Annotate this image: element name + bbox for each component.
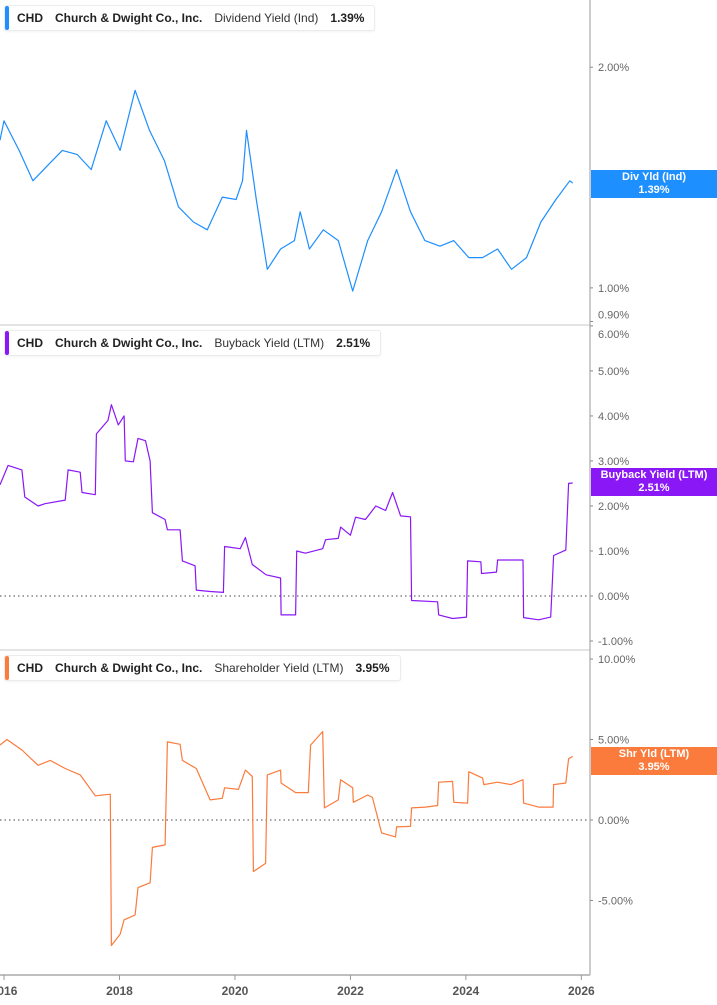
y-tick-label: 6.00% [598, 329, 629, 341]
legend-color-bar [5, 656, 9, 680]
legend-buyback-yield: CHD Church & Dwight Co., Inc. Buyback Yi… [4, 330, 382, 356]
y-tick-label: 1.00% [598, 546, 629, 558]
y-tick-label: 2.00% [598, 501, 629, 513]
legend-value: 1.39% [330, 11, 365, 25]
y-tick-label: 5.00% [598, 734, 629, 746]
x-tick-label: 2016 [0, 984, 18, 998]
value-tag-value: 3.95% [638, 761, 670, 773]
series-line-shareholder [0, 730, 574, 947]
x-tick-label: 2024 [453, 984, 480, 998]
legend-metric: Buyback Yield (LTM) [214, 336, 325, 350]
value-tag-label: Div Yld (Ind) [622, 171, 686, 183]
legend-shareholder-yield: CHD Church & Dwight Co., Inc. Shareholde… [4, 655, 401, 681]
value-tag-value: 2.51% [638, 482, 670, 494]
value-tag-label: Buyback Yield (LTM) [600, 469, 708, 481]
value-tag-buyback: Buyback Yield (LTM) 2.51% [591, 468, 717, 496]
series-line-buyback [0, 404, 573, 621]
x-tick-label: 2022 [337, 984, 364, 998]
legend-ticker: CHD [17, 336, 43, 350]
panel-buyback: 6.00% 5.00% 4.00% 3.00% 2.00% 1.00% 0.00% -1.00… [0, 324, 633, 648]
legend-color-bar [5, 331, 9, 355]
x-tick-label: 2020 [222, 984, 249, 998]
x-tick-label: 2018 [106, 984, 133, 998]
y-tick-label: 3.00% [598, 456, 629, 468]
value-tag-shareholder: Shr Yld (LTM) 3.95% [591, 747, 717, 775]
y-tick-label: 10.00% [598, 654, 636, 666]
y-tick-label: 0.90% [598, 309, 629, 321]
legend-company: Church & Dwight Co., Inc. [55, 11, 203, 25]
panel-shareholder: 10.00% 5.00% 0.00% -5.00% [0, 649, 636, 947]
series-line-dividend [0, 89, 574, 292]
value-tag-value: 1.39% [638, 184, 670, 196]
legend-dividend-yield: CHD Church & Dwight Co., Inc. Dividend Y… [4, 5, 376, 31]
panel-dividend: 2.00% 1.00% 0.90% [0, 62, 629, 322]
value-tag-dividend: Div Yld (Ind) 1.39% [591, 170, 717, 198]
legend-company: Church & Dwight Co., Inc. [55, 336, 203, 350]
legend-value: 3.95% [355, 661, 390, 675]
y-tick-label: 0.00% [598, 815, 629, 827]
value-tag-label: Shr Yld (LTM) [618, 748, 690, 760]
legend-company: Church & Dwight Co., Inc. [55, 661, 203, 675]
legend-ticker: CHD [17, 11, 43, 25]
y-tick-label: 5.00% [598, 366, 629, 378]
y-tick-label: 4.00% [598, 411, 629, 423]
y-tick-label: -1.00% [598, 636, 633, 648]
y-tick-label: -5.00% [598, 895, 633, 907]
legend-metric: Shareholder Yield (LTM) [214, 661, 344, 675]
y-tick-label: 0.00% [598, 591, 629, 603]
legend-value: 2.51% [336, 336, 371, 350]
y-tick-label: 1.00% [598, 283, 629, 295]
legend-metric: Dividend Yield (Ind) [214, 11, 319, 25]
y-tick-label: 2.00% [598, 62, 629, 74]
x-tick-label: 2026 [568, 984, 595, 998]
legend-color-bar [5, 6, 9, 30]
legend-ticker: CHD [17, 661, 43, 675]
